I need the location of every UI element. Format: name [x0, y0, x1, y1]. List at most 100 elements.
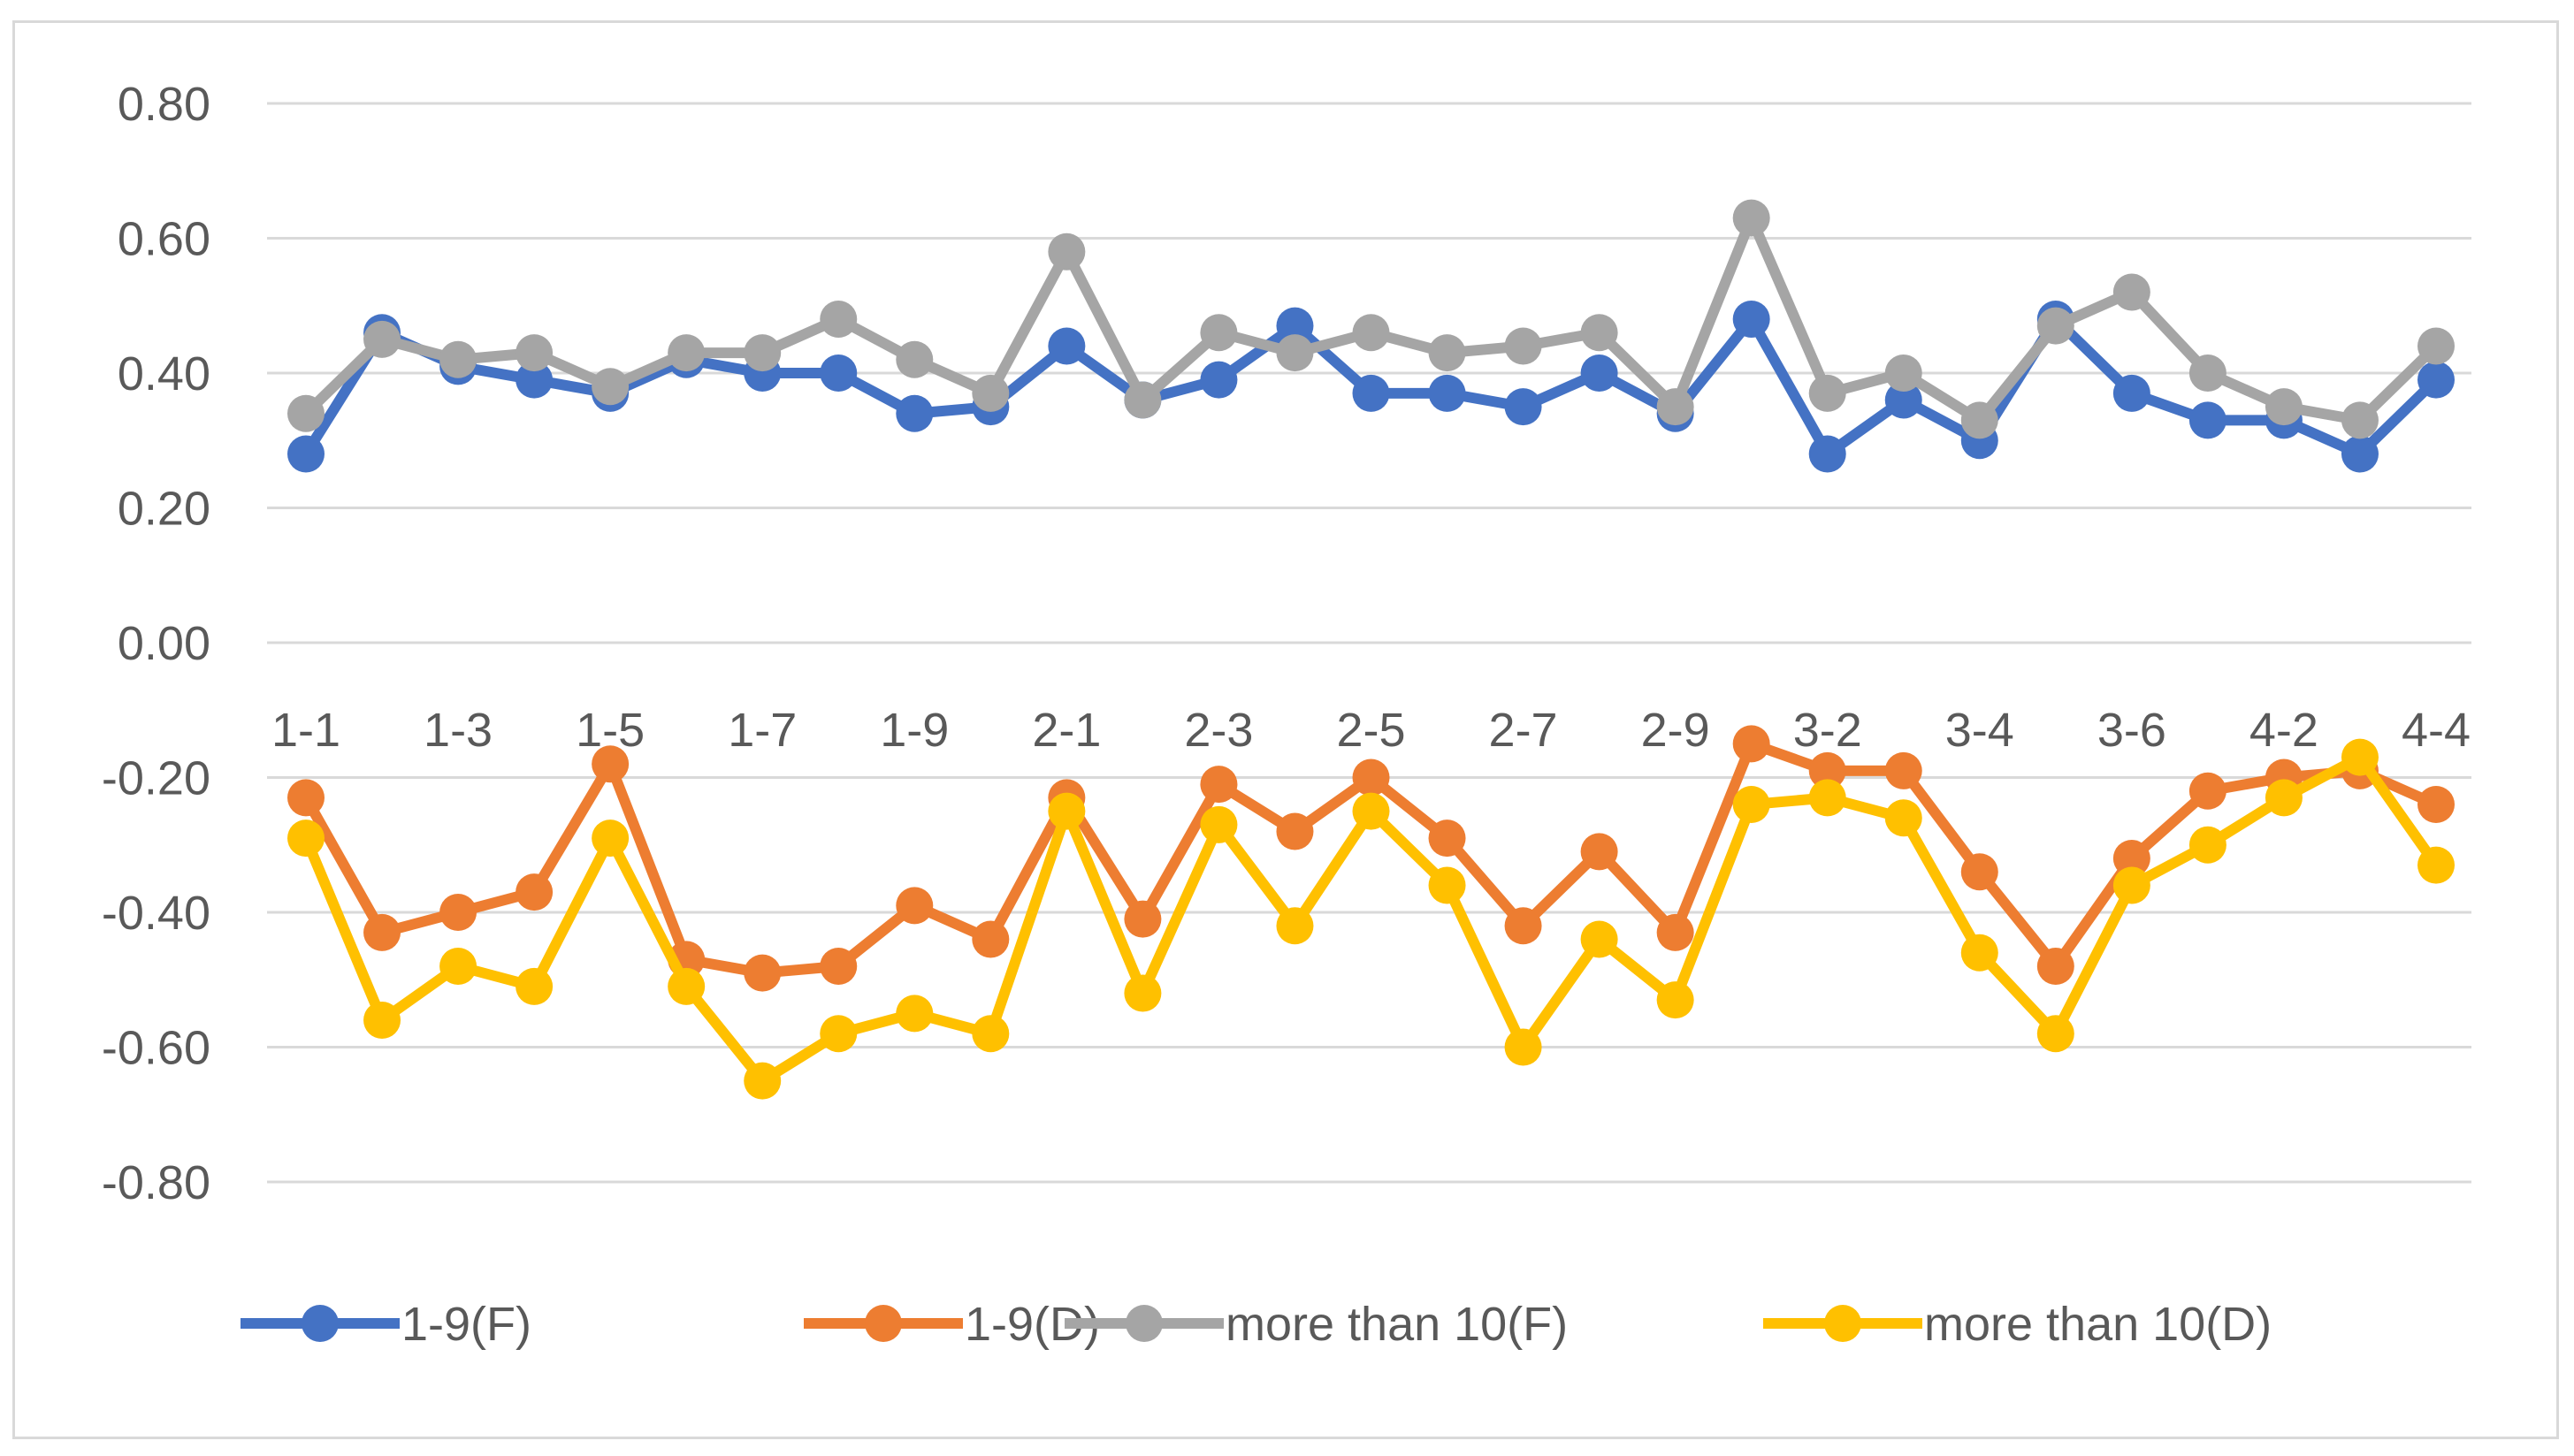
data-point — [820, 1015, 858, 1053]
data-point — [1200, 361, 1238, 399]
data-point — [1580, 314, 1618, 352]
data-point — [744, 1062, 782, 1100]
data-point — [1200, 766, 1238, 804]
x-tick-label: 2-1 — [1032, 704, 1101, 757]
data-point — [363, 913, 401, 951]
data-point — [2036, 307, 2074, 345]
data-point — [2265, 779, 2303, 817]
x-tick-label: 3-2 — [1793, 704, 1862, 757]
data-point — [1428, 334, 1466, 372]
data-point — [2341, 435, 2379, 473]
data-point — [972, 1015, 1010, 1053]
data-point — [287, 394, 325, 432]
data-point — [1352, 792, 1390, 830]
data-point — [1732, 725, 1770, 763]
y-tick-label: -0.40 — [102, 887, 210, 940]
data-point — [820, 948, 858, 985]
data-point — [1656, 388, 1694, 426]
data-point — [1352, 314, 1390, 352]
x-tick-label: 2-3 — [1184, 704, 1253, 757]
data-point — [896, 394, 934, 432]
data-point — [1276, 812, 1314, 850]
data-point — [1960, 401, 1998, 439]
legend-label: more than 10(D) — [1924, 1298, 2272, 1351]
data-point — [820, 354, 858, 392]
data-point — [1504, 1028, 1542, 1066]
gridlines — [267, 102, 2471, 1184]
x-tick-label: 1-7 — [728, 704, 797, 757]
data-point — [516, 967, 554, 1005]
data-point — [1884, 751, 1922, 789]
legend-swatch-marker — [865, 1305, 902, 1342]
data-point — [1884, 799, 1922, 837]
data-point — [2112, 840, 2150, 877]
data-point — [1656, 913, 1694, 951]
data-point — [2188, 772, 2226, 810]
x-tick-label: 1-1 — [271, 704, 340, 757]
data-point — [2417, 786, 2455, 823]
data-point — [1124, 381, 1162, 419]
y-tick-label: 0.60 — [118, 213, 210, 266]
legend-swatch-marker — [1126, 1305, 1163, 1342]
series-more-than-10-d — [287, 738, 2455, 1100]
data-point — [1200, 805, 1238, 843]
data-point — [1884, 381, 1922, 419]
data-point — [439, 894, 477, 931]
data-point — [744, 954, 782, 992]
data-point — [287, 819, 325, 858]
data-point — [1884, 354, 1922, 392]
data-point — [1428, 819, 1466, 858]
data-point — [820, 301, 858, 338]
data-point — [668, 334, 706, 372]
data-point — [1428, 374, 1466, 412]
data-point — [668, 967, 706, 1005]
legend-label: more than 10(F) — [1226, 1298, 1568, 1351]
data-point — [592, 368, 630, 406]
x-tick-label: 1-9 — [880, 704, 949, 757]
data-point — [1352, 758, 1390, 797]
y-tick-label: 0.00 — [118, 617, 210, 670]
data-point — [1960, 853, 1998, 891]
y-tick-label: 0.20 — [118, 483, 210, 536]
data-point — [1504, 388, 1542, 426]
data-point — [363, 1002, 401, 1039]
y-tick-label: -0.20 — [102, 752, 210, 805]
legend-label: 1-9(F) — [401, 1298, 531, 1351]
y-tick-label: -0.60 — [102, 1022, 210, 1075]
data-point — [2112, 273, 2150, 311]
series-more-than-10-f — [287, 199, 2455, 439]
data-point — [1580, 354, 1618, 392]
legend-swatch-marker — [302, 1305, 339, 1342]
legend-item: 1-9(F) — [241, 1298, 531, 1351]
data-point — [516, 334, 554, 372]
chart-frame — [12, 20, 2559, 1439]
data-point — [972, 374, 1010, 412]
data-point — [1200, 314, 1238, 352]
data-point — [287, 779, 325, 817]
data-point — [1124, 974, 1162, 1012]
data-point — [2341, 401, 2379, 439]
data-point — [1428, 866, 1466, 904]
x-axis-ticks: 1-1 1-3 1-5 1-7 1-9 2-1 2-3 2-5 2-7 2-9 3-2 3-4 3-6 4… — [271, 704, 2471, 757]
legend-item: more than 10(F) — [1065, 1298, 1568, 1351]
y-tick-label: 0.80 — [118, 78, 210, 131]
series-1-9-d — [287, 725, 2455, 992]
data-point — [1960, 934, 1998, 972]
data-point — [2188, 826, 2226, 864]
data-point — [1048, 233, 1086, 271]
data-point — [2036, 948, 2074, 985]
legend-item: 1-9(D) — [804, 1298, 1100, 1351]
data-point — [1048, 792, 1086, 830]
data-point — [2417, 327, 2455, 365]
x-tick-label: 2-7 — [1489, 704, 1558, 757]
data-point — [1580, 833, 1618, 871]
data-point — [1124, 900, 1162, 938]
data-point — [1808, 374, 1846, 412]
y-tick-label: 0.40 — [118, 347, 210, 400]
data-point — [516, 361, 554, 399]
data-point — [2188, 401, 2226, 439]
x-tick-label: 3-4 — [1945, 704, 2014, 757]
data-point — [896, 887, 934, 925]
data-point — [363, 320, 401, 358]
